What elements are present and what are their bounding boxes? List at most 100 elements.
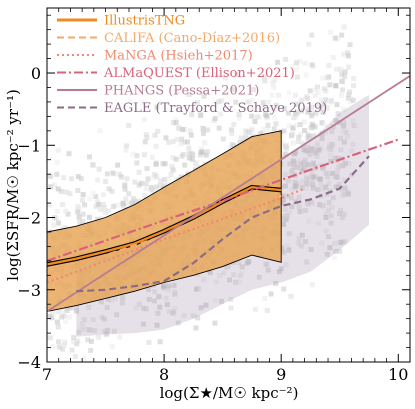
background-pixel xyxy=(230,86,236,92)
background-pixel xyxy=(278,266,284,272)
background-pixel xyxy=(330,124,336,130)
background-pixel xyxy=(302,60,308,66)
background-pixel xyxy=(317,176,323,182)
background-pixel xyxy=(87,214,92,220)
background-pixel xyxy=(237,140,243,145)
background-pixel xyxy=(56,398,61,403)
background-pixel xyxy=(79,197,85,203)
background-pixel xyxy=(299,181,305,187)
background-pixel xyxy=(312,124,318,130)
background-pixel xyxy=(80,211,86,217)
background-pixel xyxy=(78,326,84,332)
background-pixel xyxy=(331,255,337,260)
background-pixel xyxy=(305,144,311,150)
background-pixel xyxy=(221,270,227,276)
background-pixel xyxy=(286,247,292,253)
background-pixel xyxy=(87,196,93,202)
background-pixel xyxy=(290,125,296,131)
background-pixel xyxy=(281,128,287,134)
background-pixel xyxy=(297,209,303,215)
background-pixel xyxy=(324,105,330,111)
background-pixel xyxy=(197,152,203,158)
background-pixel xyxy=(342,239,348,245)
background-pixel xyxy=(289,168,295,174)
background-pixel xyxy=(269,92,275,98)
background-pixel xyxy=(249,106,255,112)
background-pixel xyxy=(109,344,115,350)
background-pixel xyxy=(126,191,132,197)
background-pixel xyxy=(309,113,315,119)
background-pixel xyxy=(130,196,136,202)
background-pixel xyxy=(123,196,129,202)
background-pixel xyxy=(251,132,257,138)
background-pixel xyxy=(101,316,107,322)
background-pixel xyxy=(104,331,110,337)
background-pixel xyxy=(336,181,342,187)
background-pixel xyxy=(54,171,60,177)
background-pixel xyxy=(106,186,112,192)
background-pixel xyxy=(311,133,316,139)
background-pixel xyxy=(227,277,232,283)
background-pixel xyxy=(350,141,356,147)
background-pixel xyxy=(287,161,293,167)
illustristng-line xyxy=(47,185,282,266)
background-pixel xyxy=(337,240,343,246)
background-pixel xyxy=(166,139,171,145)
background-pixel xyxy=(306,41,312,47)
background-pixel xyxy=(157,304,163,310)
legend-item-almaquest-ellison-2021: ALMaQUEST (Ellison+2021) xyxy=(57,66,295,81)
background-pixel xyxy=(52,182,58,188)
background-pixel xyxy=(281,214,287,220)
background-pixel xyxy=(82,356,88,361)
x-axis-label: log(Σ★/M☉ kpc⁻²) xyxy=(160,384,299,402)
background-pixel xyxy=(120,200,126,206)
background-pixel xyxy=(195,315,201,321)
background-pixel xyxy=(266,99,272,105)
background-pixel xyxy=(170,155,176,160)
background-pixel xyxy=(106,208,112,214)
background-pixel xyxy=(47,174,53,179)
background-pixel xyxy=(203,302,209,308)
background-pixel xyxy=(299,97,305,103)
background-pixel xyxy=(306,137,312,143)
background-pixel xyxy=(162,183,167,189)
background-pixel xyxy=(187,128,193,134)
background-pixel xyxy=(179,136,185,142)
background-pixel xyxy=(312,174,318,180)
background-pixel xyxy=(272,107,278,113)
background-pixel xyxy=(302,239,308,245)
legend-label: ALMaQUEST (Ellison+2021) xyxy=(103,66,295,81)
background-pixel xyxy=(271,115,277,121)
background-pixel xyxy=(163,295,169,301)
background-pixel xyxy=(313,150,319,156)
background-pixel xyxy=(294,60,299,66)
background-pixel xyxy=(198,112,204,118)
background-pixel xyxy=(58,188,64,194)
background-pixel xyxy=(294,66,299,72)
background-pixel xyxy=(329,129,335,134)
background-pixel xyxy=(350,97,356,103)
background-pixel xyxy=(186,92,192,97)
background-pixel xyxy=(318,97,324,103)
background-pixel xyxy=(315,84,320,90)
background-pixel xyxy=(299,185,305,191)
background-pixel xyxy=(293,122,299,128)
background-pixel xyxy=(323,228,329,234)
background-pixel xyxy=(333,118,339,123)
background-pixel xyxy=(140,100,146,106)
background-pixel xyxy=(283,217,289,222)
background-pixel xyxy=(323,184,329,190)
background-pixel xyxy=(136,301,142,307)
background-pixel xyxy=(61,175,67,181)
background-pixel xyxy=(308,125,314,131)
background-pixel xyxy=(323,211,329,217)
background-pixel xyxy=(297,58,303,64)
background-pixel xyxy=(162,161,168,167)
legend-item-eagle-trayford-schaye-2019: EAGLE (Trayford & Schaye 2019) xyxy=(57,101,327,116)
background-pixel xyxy=(273,281,279,286)
background-pixel xyxy=(51,222,57,228)
background-pixel xyxy=(202,91,208,97)
background-pixel xyxy=(337,248,343,254)
legend-label: EAGLE (Trayford & Schaye 2019) xyxy=(104,101,327,116)
background-pixel xyxy=(105,296,111,302)
